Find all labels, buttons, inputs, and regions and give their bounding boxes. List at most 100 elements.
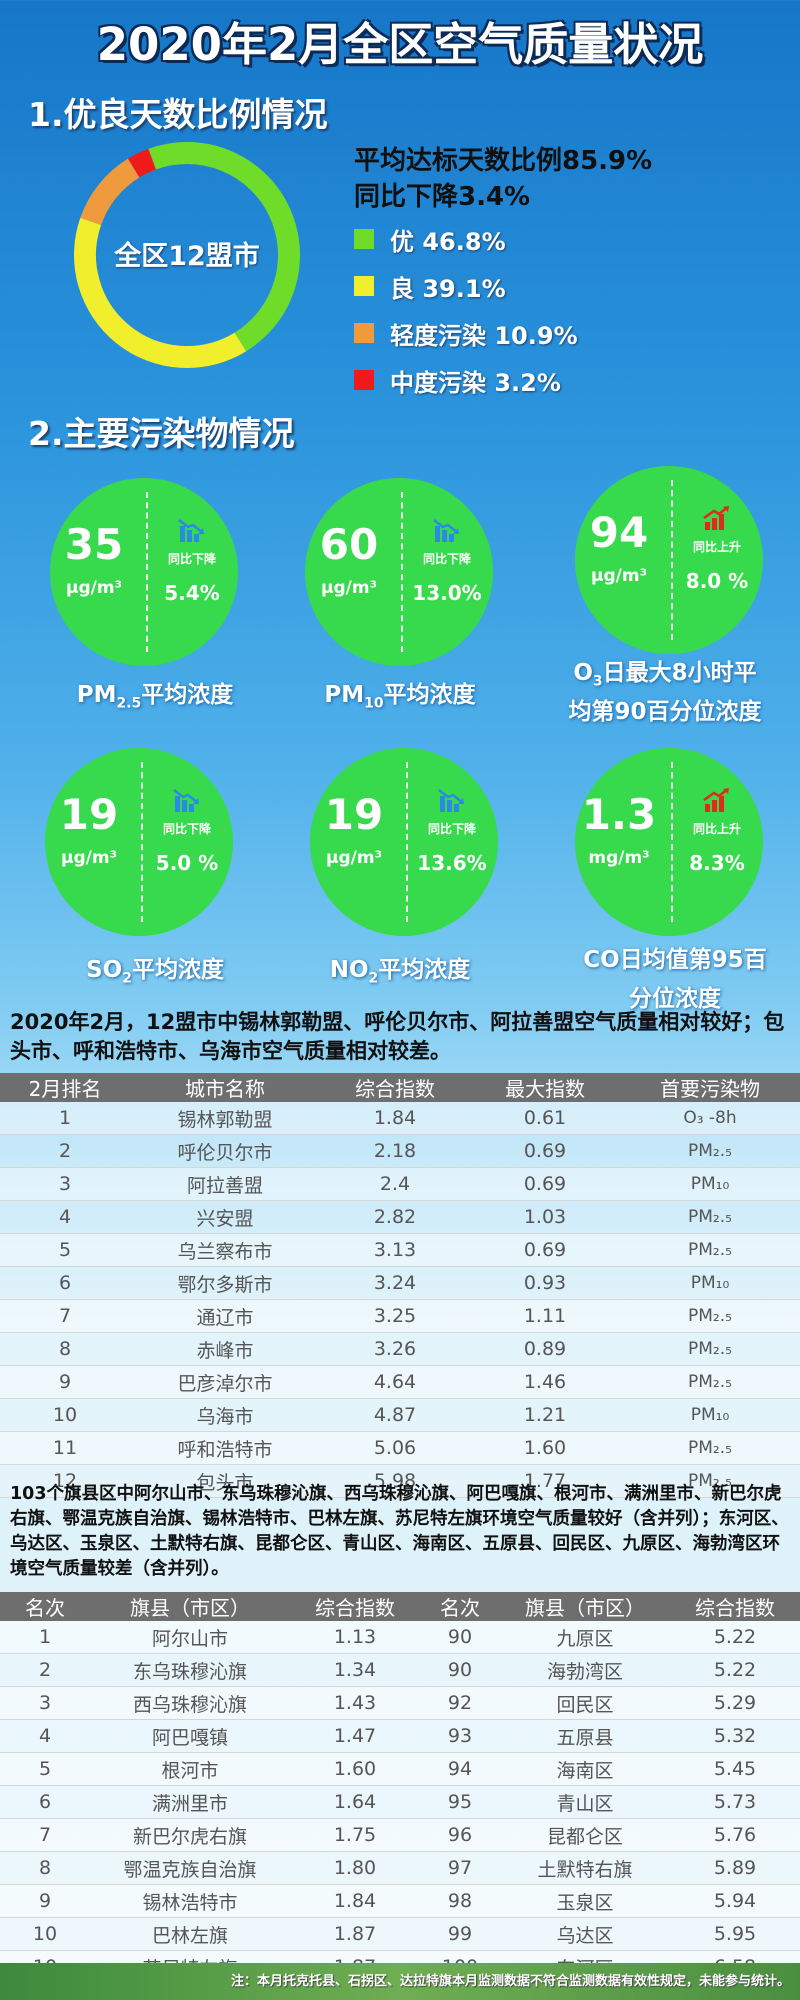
table-cell: 8 [0,1332,130,1366]
table-cell: 3.25 [320,1299,470,1333]
legend-item-excellent: 优 46.8% [354,224,506,256]
donut-slice [127,148,157,178]
legend-item-light-pollution: 轻度污染 10.9% [354,318,578,350]
table-cell: 乌海市 [130,1398,320,1432]
bottom-grass-band [0,1963,800,2000]
table-cell: 4.87 [320,1398,470,1432]
col-rank: 2月排名 [0,1073,130,1102]
table-row: 2 东乌珠穆沁旗 1.34 90 海勃湾区 5.22 [0,1653,800,1687]
table-cell: PM₂.₅ [620,1332,800,1366]
table-cell: 通辽市 [130,1299,320,1333]
table-cell: 96 [420,1818,500,1852]
pollutant-change-pct: 5.0 % [155,851,219,875]
label-sub: 2.5 [116,695,142,712]
table-row: 8 赤峰市 3.26 0.89 PM₂.₅ [0,1332,800,1366]
table-cell: 东乌珠穆沁旗 [90,1653,290,1687]
table-cell: 5.22 [670,1653,800,1687]
table-cell: PM₁₀ [620,1266,800,1300]
trend-down-icon [173,788,201,812]
label-rest: 平均浓度 [378,957,471,983]
pollutant-card: 19 μg/m³ 同比下降 13.6% [310,748,498,936]
col-rank: 名次 [0,1592,90,1621]
pollutant-trend: 同比上升 [692,540,741,554]
table-cell: 98 [420,1884,500,1918]
table-cell: 7 [0,1818,90,1852]
table-cell: 94 [420,1752,500,1786]
table-cell: 3 [0,1686,90,1720]
table-cell: 呼伦贝尔市 [130,1134,320,1168]
trend-up-icon [703,788,731,812]
table-row: 9 锡林浩特市 1.84 98 玉泉区 5.94 [0,1884,800,1918]
page-title: 2020年2月全区空气质量状况 [96,18,704,71]
table-cell: 7 [0,1299,130,1333]
city-summary-paragraph: 2020年2月，12盟市中锡林郭勒盟、呼伦贝尔市、阿拉善盟空气质量相对较好；包头… [10,1010,785,1063]
table-cell: 5.89 [670,1851,800,1885]
table-cell: 1.46 [470,1365,620,1399]
pollutant-card: 94 μg/m³ 同比上升 8.0 % [575,466,763,654]
table-header-row: 2月排名 城市名称 综合指数 最大指数 首要污染物 [0,1073,800,1102]
pollutant-unit: μg/m³ [590,566,648,586]
table-cell: 巴彦淖尔市 [130,1365,320,1399]
table-cell: 阿巴嘎镇 [90,1719,290,1753]
label-line2: 分位浓度 [629,985,721,1012]
table-cell: 1.75 [290,1818,420,1852]
county-ranking-table: 名次 旗县（市区） 综合指数 名次 旗县（市区） 综合指数 1 阿尔山市 1.13 9… [0,1592,800,1984]
trend-up-icon [703,506,731,530]
county-summary-paragraph: 103个旗县区中阿尔山市、东乌珠穆沁旗、西乌珠穆沁旗、阿巴嘎旗、根河市、满洲里市… [10,1484,789,1579]
footnote: 注：本月托克托县、石拐区、达拉特旗本月监测数据不符合监测数据有效性规定，未能参与… [230,1974,790,1989]
table-row: 3 西乌珠穆沁旗 1.43 92 回民区 5.29 [0,1686,800,1720]
table-cell: 95 [420,1785,500,1819]
table-cell: 92 [420,1686,500,1720]
table-cell: PM₂.₅ [620,1365,800,1399]
table-cell: 5.32 [670,1719,800,1753]
table-row: 6 鄂尔多斯市 3.24 0.93 PM₁₀ [0,1266,800,1300]
label-main: NO [329,957,369,983]
pollutant-value: 19 [59,790,119,839]
trend-down-icon [178,518,206,542]
table-row: 5 乌兰察布市 3.13 0.69 PM₂.₅ [0,1233,800,1267]
table-cell: 3 [0,1167,130,1201]
table-cell: 1.80 [290,1851,420,1885]
label-main: SO [86,957,123,983]
legend-label: 中度污染 3.2% [390,368,561,397]
pollutant-card: 35 μg/m³ 同比下降 5.4% [50,478,238,666]
table-cell: 2.4 [320,1167,470,1201]
pollutant-unit: μg/m³ [65,578,123,598]
table-cell: 1.87 [290,1917,420,1951]
label-main: PM [76,682,117,708]
label-rest: 平均浓度 [141,682,234,708]
donut-chart [74,142,300,368]
pollutant-label: PM10平均浓度 [300,680,500,719]
table-cell: 2 [0,1134,130,1168]
pollutant-value: 60 [319,520,379,569]
table-cell: 4 [0,1719,90,1753]
table-row: 6 满洲里市 1.64 95 青山区 5.73 [0,1785,800,1819]
table-header-row: 名次 旗县（市区） 综合指数 名次 旗县（市区） 综合指数 [0,1592,800,1621]
table-row: 3 阿拉善盟 2.4 0.69 PM₁₀ [0,1167,800,1201]
table-cell: 4.64 [320,1365,470,1399]
table-cell: 兴安盟 [130,1200,320,1234]
legend-swatch [354,276,374,296]
table-row: 9 巴彦淖尔市 4.64 1.46 PM₂.₅ [0,1365,800,1399]
label-main: CO [583,947,620,973]
table-cell: 5.94 [670,1884,800,1918]
table-cell: 鄂温克族自治旗 [90,1851,290,1885]
table-cell: 6 [0,1266,130,1300]
table-cell: 锡林浩特市 [90,1884,290,1918]
label-main: PM [324,682,365,708]
trend-down-icon [438,788,466,812]
section-heading-pollutants: 2.主要污染物情况 [28,414,295,453]
table-cell: PM₂.₅ [620,1134,800,1168]
table-cell: 10 [0,1398,130,1432]
table-cell: 99 [420,1917,500,1951]
table-cell: 1.84 [290,1884,420,1918]
table-cell: 玉泉区 [500,1884,670,1918]
donut-slice [80,158,140,226]
card-divider [401,492,403,652]
table-cell: 1.13 [290,1621,420,1654]
label-sub: 2 [368,970,379,987]
table-row: 7 新巴尔虎右旗 1.75 96 昆都仑区 5.76 [0,1818,800,1852]
pollutant-label: NO2平均浓度 [300,955,500,994]
table-row: 1 锡林郭勒盟 1.84 0.61 O₃ -8h [0,1102,800,1135]
table-cell: 土默特右旗 [500,1851,670,1885]
